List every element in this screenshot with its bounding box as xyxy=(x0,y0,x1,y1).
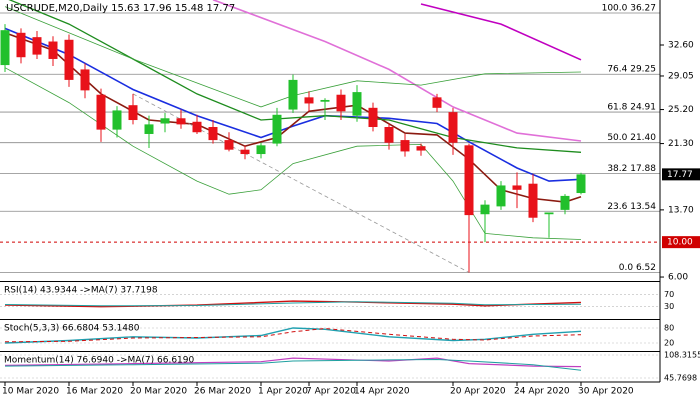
indicator-line xyxy=(4,301,582,307)
indicator-tick-label: 70 xyxy=(664,290,674,299)
x-tick-label: 10 Mar 2020 xyxy=(2,387,59,397)
support-marker-label: 10.00 xyxy=(667,238,693,248)
candle-body xyxy=(352,92,362,116)
indicator-line xyxy=(4,358,582,371)
candle-body xyxy=(528,183,538,218)
fib-label: 23.6 13.54 xyxy=(607,202,656,212)
candle-body xyxy=(320,99,330,102)
candle-body xyxy=(576,174,586,194)
candle-body xyxy=(448,112,458,143)
fib-label: 50.0 21.40 xyxy=(607,133,656,143)
candle-body xyxy=(80,69,90,91)
candle-body xyxy=(304,97,314,104)
y-tick-label: 6.00 xyxy=(668,273,688,283)
candle-body xyxy=(96,94,106,130)
y-tick-label: 29.05 xyxy=(668,71,694,81)
x-tick-label: 14 Apr 2020 xyxy=(354,387,410,397)
candle-body xyxy=(496,185,506,207)
main-panel: 100.0 36.27 76.4 29.25 61.8 24.91 50.0 21.4… xyxy=(0,0,660,273)
indicator-line xyxy=(4,6,582,108)
fib-label: 100.0 36.27 xyxy=(602,3,656,13)
candle-body xyxy=(272,114,282,144)
candle-body xyxy=(400,140,410,152)
x-tick-label: 16 Mar 2020 xyxy=(66,387,123,397)
indicator-tick-label: 30 xyxy=(664,302,674,311)
indicator-line xyxy=(4,327,582,344)
indicator-line xyxy=(4,300,582,308)
support-marker-box xyxy=(662,236,700,249)
candle-body xyxy=(544,212,554,215)
candle-body xyxy=(0,30,10,66)
fib-label: 38.2 17.88 xyxy=(607,164,656,174)
indicator-tick-label: 20 xyxy=(664,339,674,348)
fib-label: 61.8 24.91 xyxy=(607,103,656,113)
candle-body xyxy=(512,185,522,190)
chart-title: USCRUDE,M20,Daily 15.63 17.96 15.48 17.7… xyxy=(6,3,235,14)
candle-body xyxy=(160,118,170,124)
candle-body xyxy=(368,107,378,128)
candle-body xyxy=(256,145,266,155)
y-tick-label: 21.30 xyxy=(668,139,694,149)
candle-body xyxy=(176,118,186,125)
x-tick-label: 26 Mar 2020 xyxy=(194,387,251,397)
indicator-tick-label: 45.7698 xyxy=(664,374,697,383)
price-marker-label: 17.77 xyxy=(667,170,693,180)
candle-body xyxy=(208,127,218,141)
fib-label: 0.0 6.52 xyxy=(619,263,656,273)
candle-body xyxy=(144,124,154,134)
indicator-title: Momentum(14) 76.6940 ->MA(7) 66.6190 xyxy=(4,356,195,366)
indicator-line xyxy=(8,0,582,153)
fib-label: 76.4 29.25 xyxy=(607,65,656,75)
indicator-line xyxy=(132,93,470,273)
candle-body xyxy=(432,97,442,108)
candle-body xyxy=(288,79,298,110)
x-tick-label: 7 Apr 2020 xyxy=(306,387,356,397)
y-tick-label: 13.70 xyxy=(668,205,694,215)
price-marker-box xyxy=(662,168,700,181)
candle-body xyxy=(32,37,42,55)
y-tick-label: 32.60 xyxy=(668,41,694,51)
x-tick-label: 20 Apr 2020 xyxy=(450,387,506,397)
candle-body xyxy=(464,145,474,216)
candle-body xyxy=(64,39,74,80)
axes: 32.60 29.05 25.20 21.30 13.70 6.00 10.00 17.77 1… xyxy=(0,41,700,397)
candle-body xyxy=(128,105,138,121)
x-tick-label: 24 Apr 2020 xyxy=(514,387,570,397)
candle-body xyxy=(48,41,58,59)
candle-body xyxy=(384,127,394,143)
indicator-line xyxy=(420,3,582,61)
x-tick-label: 20 Mar 2020 xyxy=(130,387,187,397)
candle-body xyxy=(224,140,234,150)
indicator-title: Stoch(5,3,3) 66.6804 53.1480 xyxy=(4,324,140,334)
candle-body xyxy=(480,204,490,215)
candle-body xyxy=(112,110,122,130)
indicator-line xyxy=(4,357,582,368)
candle-body xyxy=(336,94,346,112)
candle-body xyxy=(560,195,570,210)
x-tick-label: 30 Apr 2020 xyxy=(578,387,634,397)
candle-body xyxy=(416,146,426,151)
indicator-line xyxy=(212,0,582,142)
indicator-tick-label: 108.3155 xyxy=(664,351,700,360)
candle-body xyxy=(192,121,202,133)
x-tick-label: 1 Apr 2020 xyxy=(258,387,308,397)
candle-body xyxy=(16,32,26,58)
indicator-line xyxy=(4,327,582,343)
indicator-tick-label: 80 xyxy=(664,324,674,333)
y-tick-label: 25.20 xyxy=(668,105,694,115)
indicator-title: RSI(14) 43.9344 ->MA(7) 37.7198 xyxy=(4,286,158,296)
candle-body xyxy=(240,149,250,155)
